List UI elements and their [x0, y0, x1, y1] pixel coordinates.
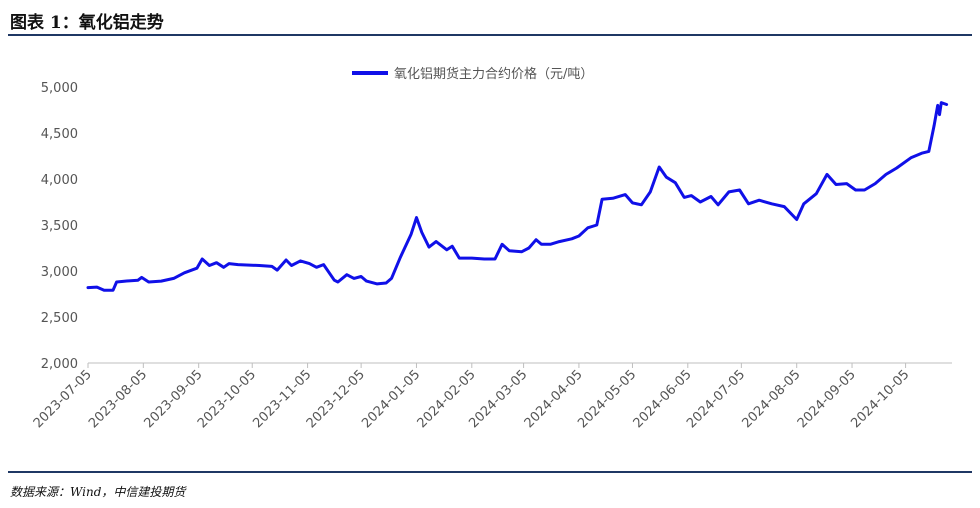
x-tick-label: 2023-07-05 [31, 367, 95, 431]
y-tick-label: 2,500 [41, 311, 78, 326]
y-tick-label: 4,000 [41, 173, 78, 188]
y-axis: 2,000 2,500 3,000 3,500 4,000 4,500 5,000 [41, 81, 78, 372]
plot-area [86, 101, 949, 292]
bottom-rule [8, 471, 972, 473]
x-tick-label: 2023-08-05 [86, 367, 150, 431]
y-tick-label: 4,500 [41, 127, 78, 142]
x-tick-label: 2024-05-05 [575, 367, 639, 431]
y-tick-label: 2,000 [41, 357, 78, 372]
data-source-note: 数据来源：Wind，中信建投期货 [10, 485, 186, 499]
x-tick-label: 2024-07-05 [684, 367, 748, 431]
x-tick-label: 2023-12-05 [304, 367, 368, 431]
figure-title: 图表 1：氧化铝走势 [10, 13, 164, 33]
x-tick-label: 2024-08-05 [739, 367, 803, 431]
legend-label: 氧化铝期货主力合约价格（元/吨） [394, 66, 593, 82]
x-axis: 2023-07-052023-08-052023-09-052023-10-05… [31, 362, 952, 431]
y-tick-label: 5,000 [41, 81, 78, 96]
chart-legend: 氧化铝期货主力合约价格（元/吨） [352, 66, 593, 82]
y-tick-label: 3,500 [41, 219, 78, 234]
series-line [86, 101, 949, 292]
x-tick-label: 2024-10-05 [848, 367, 912, 431]
price-line-chart: 氧化铝期货主力合约价格（元/吨） 2,000 2,500 3,000 3,500 4,0… [31, 66, 952, 431]
x-tick-label: 2024-01-05 [359, 367, 423, 431]
top-rule [8, 34, 972, 36]
y-tick-label: 3,000 [41, 265, 78, 280]
x-tick-label: 2023-10-05 [195, 367, 259, 431]
